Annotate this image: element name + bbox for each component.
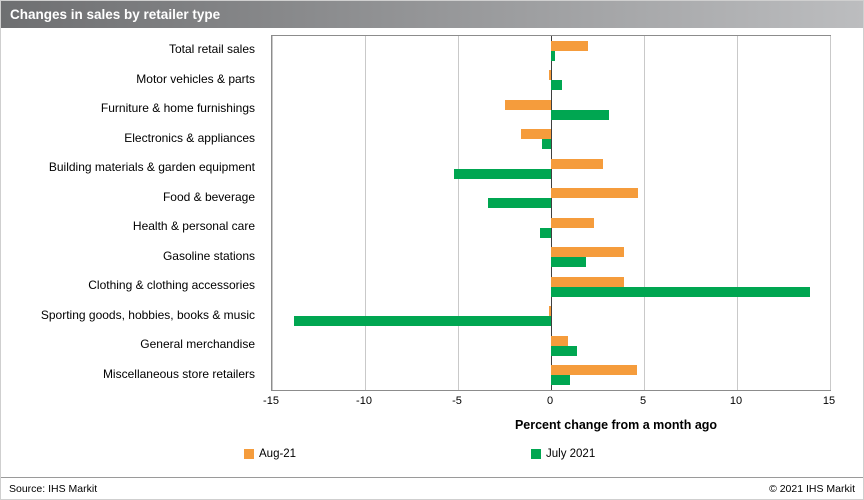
bar-aug-21: [521, 129, 551, 140]
source-note: Source: IHS Markit: [9, 482, 98, 495]
bar-july-2021: [551, 50, 555, 61]
bar-july-2021: [454, 168, 551, 179]
bar-aug-21: [549, 306, 551, 317]
x-tick-label: -5: [452, 395, 462, 407]
x-tick-label: -10: [356, 395, 372, 407]
category-label: Clothing & clothing accessories: [88, 278, 255, 292]
x-axis-ticks: -15 -10 -5 0 5 10 15: [263, 395, 835, 409]
bar-aug-21: [549, 70, 551, 81]
gridline: [272, 36, 273, 390]
bar-july-2021: [551, 257, 587, 268]
category-label: Miscellaneous store retailers: [102, 366, 255, 381]
category-label: Building materials & garden equipment: [48, 160, 255, 174]
footer: Source: IHS Markit © 2021 IHS Markit: [1, 477, 863, 499]
category-labels: Total retail sales Motor vehicles & parts…: [1, 35, 263, 391]
x-tick-label: -15: [263, 395, 279, 407]
bar-aug-21: [504, 99, 551, 110]
gridline: [458, 36, 459, 390]
bar-july-2021: [487, 198, 551, 209]
x-tick-label: 10: [729, 395, 743, 407]
chart-title-bar: Changes in sales by retailer type: [1, 1, 863, 28]
gridline: [365, 36, 366, 390]
x-tick-label: 5: [639, 395, 647, 407]
legend-label-july-2021: July 2021: [546, 448, 596, 460]
category-label: Health & personal care: [132, 219, 255, 233]
x-tick-label: 0: [546, 395, 554, 407]
bar-aug-21: [551, 247, 624, 258]
legend-swatch-aug-21: [244, 449, 254, 459]
bar-aug-21: [551, 188, 639, 199]
legend-label-aug-21: Aug-21: [259, 448, 297, 460]
category-label: Motor vehicles & parts: [136, 71, 255, 86]
bar-july-2021: [551, 80, 563, 91]
bar-july-2021: [551, 375, 570, 386]
gridline: [644, 36, 645, 390]
legend-item-aug-21: Aug-21: [244, 448, 296, 460]
plot-area: [271, 35, 831, 391]
bar-july-2021: [551, 286, 810, 297]
legend-swatch-july-2021: [531, 449, 541, 459]
bar-aug-21: [551, 335, 568, 346]
bar-july-2021: [551, 345, 578, 356]
category-label: Total retail sales: [168, 42, 255, 56]
legend: Aug-21 July 2021: [1, 448, 863, 464]
category-label: Food & beverage: [162, 189, 255, 204]
bar-aug-21: [551, 40, 589, 51]
bar-july-2021: [539, 227, 551, 238]
bar-july-2021: [541, 139, 551, 150]
category-label: Gasoline stations: [162, 248, 255, 263]
bar-aug-21: [551, 217, 594, 228]
bar-aug-21: [551, 365, 637, 376]
bar-aug-21: [551, 276, 624, 287]
zero-axis-line: [551, 36, 552, 390]
gridline: [830, 36, 831, 390]
category-label: General merchandise: [140, 337, 255, 351]
category-label: Furniture & home furnishings: [100, 101, 255, 115]
copyright-note: © 2021 IHS Markit: [769, 482, 855, 495]
legend-item-july-2021: July 2021: [531, 448, 595, 460]
gridline: [737, 36, 738, 390]
chart-title: Changes in sales by retailer type: [10, 7, 221, 22]
bar-july-2021: [551, 109, 609, 120]
category-label: Sporting goods, hobbies, books & music: [40, 307, 255, 322]
x-tick-label: 15: [822, 395, 836, 407]
x-axis-label: Percent change from a month ago: [514, 418, 718, 432]
category-label: Electronics & appliances: [124, 130, 255, 145]
bar-july-2021: [294, 316, 551, 327]
bar-aug-21: [551, 158, 604, 169]
